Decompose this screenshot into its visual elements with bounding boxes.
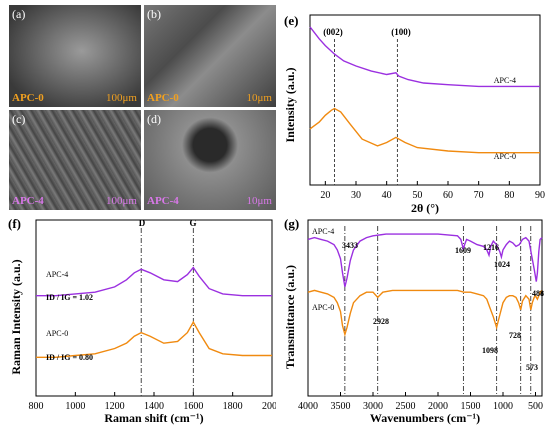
series-line-apc-4 bbox=[309, 26, 540, 88]
annotation-label: (100) bbox=[391, 27, 411, 37]
series-name-label: APC-4 bbox=[46, 270, 68, 279]
series-line-apc-0 bbox=[307, 289, 543, 337]
chart-e: (e) Intensity (a.u.) 20 30 40 50 60 70 80 90 APC… bbox=[283, 13, 545, 215]
annotation-label: 3433 bbox=[342, 241, 358, 250]
x-tick-label: 1000 bbox=[65, 401, 85, 412]
series-line-apc-0 bbox=[36, 320, 272, 358]
x-tick-label: 2000 bbox=[262, 401, 276, 412]
x-tick-label: 1500 bbox=[461, 401, 481, 412]
x-tick-label: 4000 bbox=[298, 401, 318, 412]
series-name-label: APC-0 bbox=[312, 303, 334, 312]
x-tick-label: 1600 bbox=[183, 401, 203, 412]
series-name-label: APC-0 bbox=[46, 329, 68, 338]
x-tick-label: 50 bbox=[412, 190, 422, 201]
sem-tag: (b) bbox=[147, 7, 161, 21]
sem-sample-label: APC-0 bbox=[12, 92, 44, 104]
x-tick-label: 500 bbox=[528, 401, 543, 412]
x-tick-label: 80 bbox=[504, 190, 514, 201]
annotation-label: 1216 bbox=[483, 243, 499, 252]
plot-frame bbox=[35, 219, 273, 397]
series-line-apc-4 bbox=[36, 266, 272, 297]
x-tick-label: 800 bbox=[29, 401, 44, 412]
annotation-label: 1024 bbox=[494, 260, 510, 269]
sem-sample-label: APC-4 bbox=[12, 195, 44, 207]
panel-label-e: (e) bbox=[284, 13, 298, 28]
series-line-apc-0 bbox=[309, 107, 540, 154]
annotation-label: 488 bbox=[532, 289, 544, 298]
x-tick-label: 70 bbox=[474, 190, 484, 201]
annotation-label: G bbox=[189, 218, 196, 228]
plot-frame bbox=[309, 14, 541, 186]
annotation-label: 1098 bbox=[482, 346, 498, 355]
sem-tag: (c) bbox=[12, 112, 26, 126]
sem-scale-label: 10μm bbox=[246, 195, 272, 207]
x-axis-label: Wavenumbers (cm⁻¹) bbox=[370, 411, 480, 425]
sem-scale-label: 100μm bbox=[106, 195, 137, 207]
x-tick-label: 3500 bbox=[331, 401, 351, 412]
chart-f: (f) Raman Intensity (a.u.) 800 1000 1200 14… bbox=[8, 216, 277, 425]
x-tick-label: 1000 bbox=[493, 401, 513, 412]
sem-tag: (d) bbox=[147, 112, 161, 126]
x-tick-label: 20 bbox=[320, 190, 330, 201]
annotation-label: 728 bbox=[509, 331, 521, 340]
sem-scale-label: 10μm bbox=[246, 92, 272, 104]
x-tick-label: 1800 bbox=[223, 401, 243, 412]
annotation-label: 2928 bbox=[373, 317, 389, 326]
chart-g-dynamic: 4000 3500 3000 2500 2000 1500 1000 500 APC-4 APC-… bbox=[298, 226, 544, 412]
sem-scale-label: 100μm bbox=[106, 92, 137, 104]
sem-sample-label: APC-4 bbox=[147, 195, 179, 207]
chart-e-dynamic: 20 30 40 50 60 70 80 90 APC-4 APC-0 (002) (100) bbox=[309, 26, 545, 201]
x-tick-label: 30 bbox=[351, 190, 361, 201]
series-name-label: APC-4 bbox=[312, 227, 334, 236]
x-axis-label: Raman shift (cm⁻¹) bbox=[104, 411, 203, 425]
y-axis-label: Raman Intensity (a.u.) bbox=[9, 259, 23, 374]
x-tick-label: 1400 bbox=[144, 401, 164, 412]
panel-label-f: (f) bbox=[8, 216, 21, 231]
chart-f-dynamic: 800 1000 1200 1400 1600 1800 2000 APC-4 ID / IG … bbox=[29, 218, 277, 412]
x-tick-label: 60 bbox=[443, 190, 453, 201]
sem-sample-label: APC-0 bbox=[147, 92, 179, 104]
annotation-label: (002) bbox=[323, 27, 343, 37]
x-tick-label: 2000 bbox=[428, 401, 448, 412]
sem-tag: (a) bbox=[12, 7, 26, 21]
x-tick-label: 90 bbox=[535, 190, 545, 201]
x-axis-label: 2θ (°) bbox=[411, 201, 439, 215]
series-name-label: APC-0 bbox=[494, 152, 516, 161]
sem-panel-c: (c) APC-4 100μm bbox=[9, 110, 141, 210]
annotation-label: 573 bbox=[526, 363, 538, 372]
y-axis-label: Intensity (a.u.) bbox=[283, 67, 297, 142]
series-line-apc-4 bbox=[307, 233, 543, 288]
sem-panel-a: (a) APC-0 100μm bbox=[9, 5, 141, 107]
sem-panel-d: (d) APC-4 10μm bbox=[144, 110, 276, 210]
plot-frame bbox=[307, 219, 543, 397]
y-axis-label: Transmittance (a.u.) bbox=[283, 265, 297, 369]
annotation-label: D bbox=[139, 218, 146, 228]
x-tick-label: 1200 bbox=[105, 401, 125, 412]
series-name-label: APC-4 bbox=[494, 76, 516, 85]
sem-panel-b: (b) APC-0 10μm bbox=[144, 5, 276, 107]
panel-label-g: (g) bbox=[284, 216, 299, 231]
x-tick-label: 40 bbox=[382, 190, 392, 201]
annotation-label: 1609 bbox=[455, 246, 471, 255]
x-tick-label: 2500 bbox=[396, 401, 416, 412]
x-tick-label: 3000 bbox=[363, 401, 383, 412]
ratio-label: ID / IG = 1.02 bbox=[46, 293, 93, 302]
chart-g: (g) Transmittance (a.u.) 4000 3500 3000 250… bbox=[283, 216, 544, 425]
ratio-label: ID / IG = 0.80 bbox=[46, 353, 93, 362]
